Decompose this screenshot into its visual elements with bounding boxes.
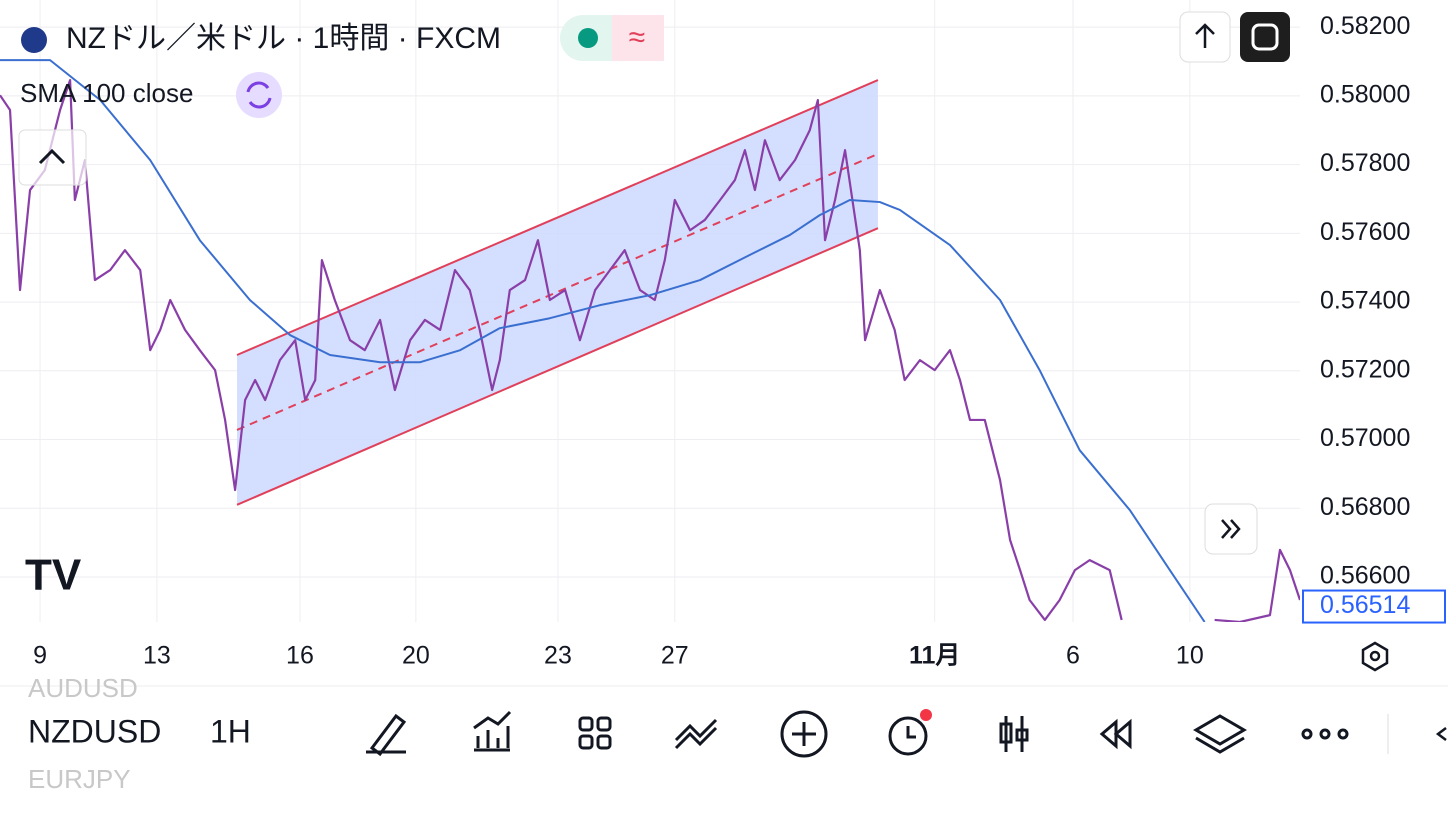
y-tick-label: 0.58000 — [1320, 80, 1410, 108]
x-tick-label: 16 — [286, 642, 314, 670]
y-tick-label: 0.57000 — [1320, 424, 1410, 452]
toolbar-interval[interactable]: 1H — [210, 713, 251, 749]
collapse-toolbar-icon[interactable] — [1435, 727, 1447, 741]
price-line — [0, 78, 1123, 622]
status-pill-right — [612, 15, 664, 61]
fullscreen-icon — [1251, 23, 1279, 51]
y-tick-label: 0.56800 — [1320, 493, 1410, 521]
alert-badge — [920, 709, 932, 721]
x-tick-label: 6 — [1066, 642, 1080, 670]
chart-type-icon[interactable] — [999, 716, 1029, 752]
chevron-up — [38, 148, 66, 165]
x-tick-label: 23 — [544, 642, 572, 670]
axes: 0.58200 0.58000 0.57800 0.57600 0.57400 0.572… — [33, 12, 1446, 670]
arrow-up-icon — [1195, 23, 1215, 48]
alert-icon[interactable] — [888, 716, 928, 756]
compare-icon[interactable] — [674, 718, 718, 750]
settings-icon-center — [1369, 650, 1381, 662]
toolbar-symbol[interactable]: NZDUSD — [28, 713, 161, 749]
indicator-label: SMA 100 close — [20, 78, 193, 108]
y-tick-label: 0.57800 — [1320, 149, 1410, 177]
price-line — [1214, 548, 1300, 622]
last-price-label: 0.56514 — [1320, 591, 1410, 619]
symbol-above[interactable]: AUDUSD — [28, 673, 138, 703]
x-tick-label: 27 — [661, 642, 689, 670]
double-chevron-icon — [1221, 519, 1241, 539]
x-tick-label: 13 — [143, 642, 171, 670]
add-icon-cross — [792, 722, 816, 746]
channel-middle — [236, 153, 879, 431]
add-icon[interactable] — [780, 710, 828, 758]
channel-fill — [237, 80, 878, 505]
replay-icon[interactable] — [1099, 718, 1132, 750]
x-tick-label: 10 — [1176, 642, 1204, 670]
layouts-icon[interactable] — [578, 716, 612, 750]
fullscreen-button[interactable] — [1240, 12, 1290, 62]
symbol-title: NZドル／米ドル · 1時間 · FXCM — [66, 22, 501, 55]
last-price-box — [1302, 589, 1446, 624]
logo: TV — [25, 551, 82, 600]
plot-area — [0, 59, 1300, 622]
badge: ≈ — [629, 21, 645, 54]
x-tick-label: 11月 — [909, 642, 960, 670]
y-tick-label: 0.57400 — [1320, 287, 1410, 315]
alert-icon-hands — [906, 726, 916, 739]
flag-icon — [21, 27, 47, 53]
channel-lower — [236, 227, 879, 506]
settings-icon[interactable] — [1361, 641, 1389, 672]
refresh-icon — [246, 81, 272, 109]
x-tick-label: 9 — [33, 642, 47, 670]
object-tree-icon[interactable] — [1193, 714, 1247, 754]
collapse-button[interactable] — [18, 129, 87, 186]
indicators-icon[interactable] — [473, 710, 512, 752]
more-icon[interactable] — [1301, 728, 1349, 740]
market-open-dot — [578, 28, 598, 48]
draw-tool-icon[interactable] — [366, 713, 407, 757]
y-tick-label: 0.57600 — [1320, 218, 1410, 246]
symbol-below[interactable]: EURJPY — [28, 764, 131, 794]
indicator-button[interactable] — [236, 72, 282, 118]
x-tick-label: 20 — [402, 642, 430, 670]
y-tick-label: 0.57200 — [1320, 355, 1410, 383]
y-tick-label: 0.56600 — [1320, 562, 1410, 590]
channel-upper — [236, 79, 879, 356]
y-tick-label: 0.58200 — [1320, 12, 1410, 40]
sma-line — [0, 59, 1206, 622]
